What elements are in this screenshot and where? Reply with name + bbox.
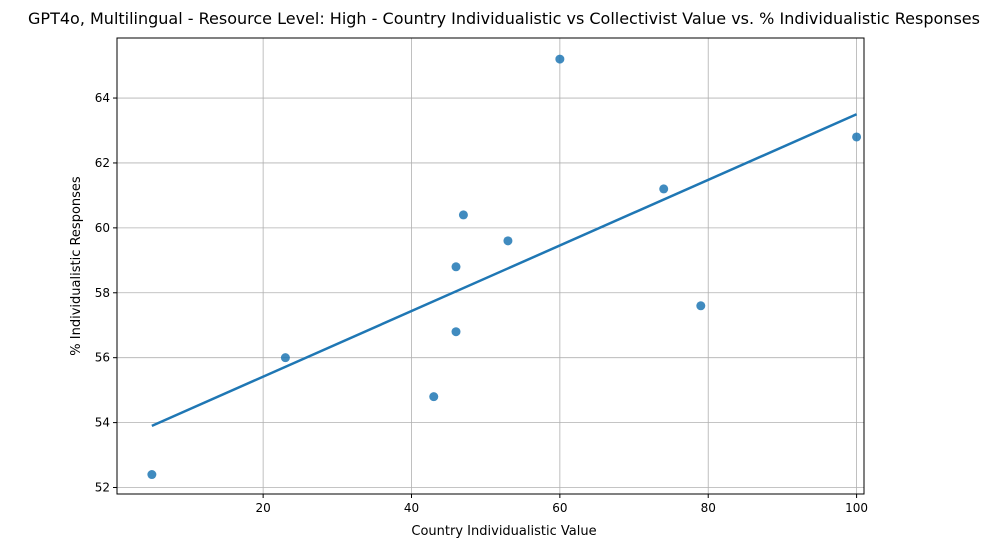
data-point [280,353,290,363]
grid [117,38,864,494]
data-point [458,210,468,220]
y-tick-label: 56 [95,351,110,365]
x-axis-label: Country Individualistic Value [411,524,596,539]
points-group [147,54,862,480]
data-point [147,470,157,480]
regression-line [151,113,858,427]
x-tick-label: 20 [255,501,270,515]
x-ticks: 20 40 60 80 100 [255,494,868,515]
y-ticks: 52 54 56 58 60 62 64 [95,91,117,495]
data-point [451,327,461,337]
y-tick-label: 52 [95,481,110,495]
data-point [451,262,461,272]
y-tick-label: 60 [95,221,110,235]
plot-frame [116,37,865,495]
y-tick-label: 54 [95,416,110,430]
y-tick-label: 58 [95,286,110,300]
y-axis-label: % Individualistic Responses [69,176,84,356]
x-tick-label: 60 [552,501,567,515]
data-point [429,392,439,402]
regression-line-group [151,113,858,427]
x-tick-label: 40 [404,501,419,515]
x-tick-label: 100 [845,501,868,515]
data-point [696,301,706,311]
data-point [503,236,513,246]
data-point [659,184,669,194]
data-point [555,54,565,64]
y-tick-label: 64 [95,91,110,105]
chart-title: GPT4o, Multilingual - Resource Level: Hi… [28,9,980,28]
data-point [852,132,862,142]
x-tick-label: 80 [701,501,716,515]
y-tick-label: 62 [95,156,110,170]
